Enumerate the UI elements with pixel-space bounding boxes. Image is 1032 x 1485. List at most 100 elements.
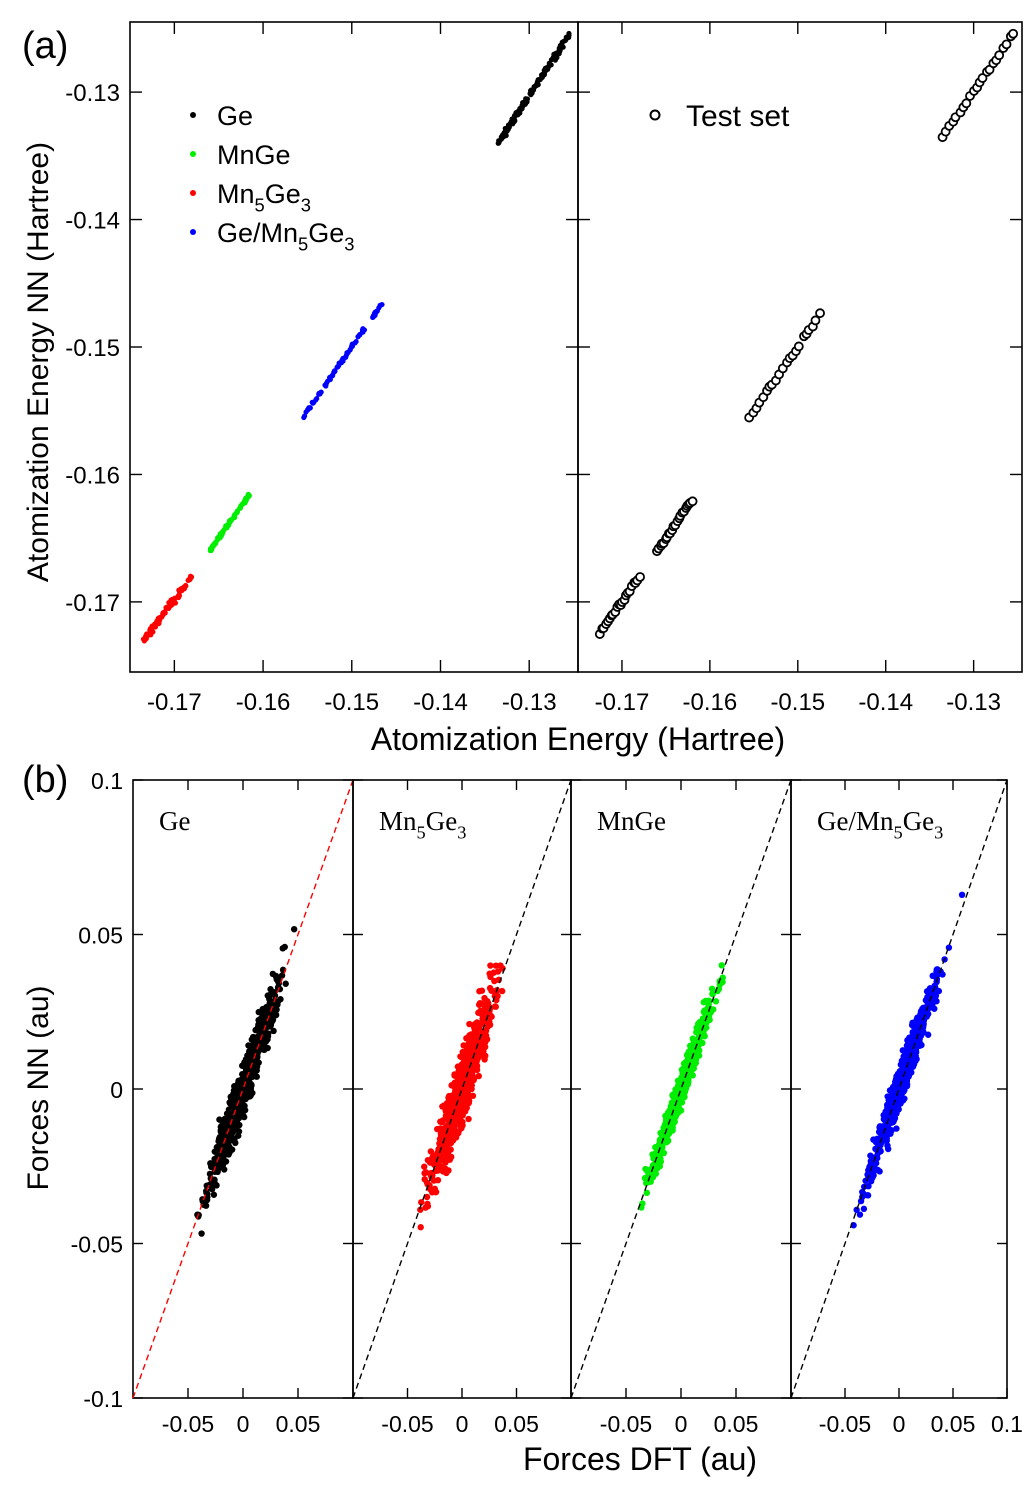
data-point [473,1062,481,1070]
x-tick-label: -0.13 [946,689,1001,716]
data-point [253,1038,261,1046]
data-point [216,1140,224,1147]
data-point [876,1168,883,1175]
legend-label: Test set [686,100,790,133]
data-point [227,1111,235,1119]
y-axis-label: Forces NN (au) [22,985,55,1190]
data-point-mn5ge3 [148,626,154,632]
data-point [481,994,488,1002]
data-point-mnge [242,498,248,504]
data-point-ge [507,120,514,126]
data-point-test-set [961,98,972,109]
y-tick-label: -0.05 [71,1232,123,1258]
y-tick-label: -0.15 [65,335,120,362]
data-point [210,1191,218,1198]
data-point [422,1169,430,1176]
data-point [229,1129,236,1137]
data-point-ge-mn5ge3 [311,399,317,405]
data-point [481,1039,488,1046]
data-point [436,1135,444,1143]
inset-label: Ge [159,806,190,836]
data-point [678,1096,685,1104]
legend-label-part: Mn [217,179,255,209]
data-point-test-set [635,572,645,582]
x-tick-label: 0.05 [494,1411,539,1437]
data-point [451,1127,459,1134]
legend-label-part: 5 [255,195,265,216]
legend-label-part: 5 [298,234,308,255]
data-point [867,1152,874,1159]
data-point [443,1169,450,1177]
data-point [925,1010,932,1018]
data-point [653,1162,660,1169]
y-tick-label: -0.17 [65,590,120,617]
data-point [256,1025,264,1032]
data-point [708,985,716,992]
data-point-mn5ge3 [143,636,149,642]
data-point-ge [517,110,523,116]
data-point-ge [519,106,525,112]
data-point [232,1105,239,1112]
data-point [689,1035,697,1042]
data-point [929,1001,936,1008]
data-point [491,1003,499,1010]
data-point [430,1177,438,1184]
x-tick-label: -0.16 [683,689,738,716]
data-point-ge [534,82,540,88]
data-point [476,1051,483,1059]
data-point [262,1038,270,1045]
data-point-ge-mn5ge3 [349,343,355,349]
data-point-mn5ge3 [170,596,176,602]
y-tick-label: -0.13 [65,80,120,107]
data-point [270,1027,277,1035]
data-point [870,1172,877,1179]
data-point [274,984,282,991]
inset-label: Ge/Mn5Ge3 [817,806,943,843]
data-point [958,891,966,899]
data-point [853,1206,860,1214]
data-point [460,1058,468,1066]
legend-marker [190,112,196,118]
legend-label-part: Ge/Mn [217,218,298,248]
data-point-ge [538,75,545,81]
data-point [246,1093,254,1100]
x-tick-label: 0.05 [276,1411,321,1437]
data-point [699,1039,706,1047]
data-point [443,1153,450,1161]
data-point [683,1052,691,1059]
data-point [888,1104,895,1111]
data-point [917,1008,925,1015]
legend-marker [649,109,661,121]
data-point-ge [496,138,502,144]
legend-label-part: MnGe [217,140,291,170]
data-point [859,1188,866,1196]
data-point [424,1156,432,1164]
legend-label-part: Test set [686,100,790,133]
data-point [442,1108,450,1116]
data-point [446,1114,453,1121]
inset-label-part: Ge [426,806,457,836]
data-point [664,1136,671,1144]
data-point [247,1081,255,1088]
data-point [255,1059,262,1066]
data-point-ge-mn5ge3 [344,351,350,358]
data-point [916,1036,923,1043]
data-point [705,997,713,1005]
data-point-ge [522,100,528,106]
data-point-test-set [977,73,988,83]
data-point [456,1094,463,1101]
data-point-test-set [815,308,825,319]
data-point [424,1181,431,1188]
data-point-mn5ge3 [168,600,175,606]
legend-marker [190,229,196,235]
data-point-mn5ge3 [156,621,162,627]
data-point-mnge [219,529,225,536]
data-point [860,1205,868,1213]
data-point [464,1082,472,1090]
data-point [469,1066,477,1074]
data-point [443,1141,450,1148]
data-point [656,1140,663,1148]
data-point-ge-mn5ge3 [353,338,359,345]
data-point-ge [566,34,572,41]
reference-line [790,779,1008,1399]
